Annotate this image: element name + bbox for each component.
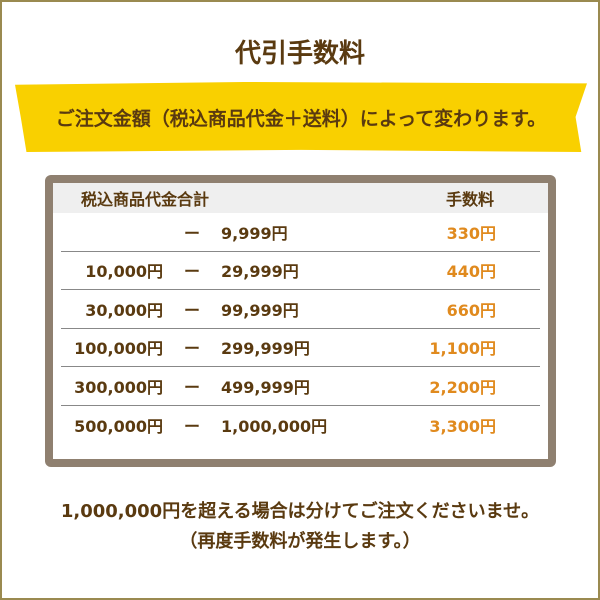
cell-from: 100,000円 (74, 339, 163, 359)
table-row: 30,000円ー 99,999円 660円 (61, 290, 540, 329)
cell-fee: 2,200円 (429, 377, 496, 397)
table-row: 300,000円ー 499,999円 2,200円 (61, 367, 540, 406)
subtitle: ご注文金額（税込商品代金＋送料）によって変わります。 (55, 107, 547, 130)
cell-to: 29,999円 (221, 262, 299, 282)
header-fee: 手数料 (446, 190, 495, 209)
note-line-2: （再度手数料が発生します。） (179, 531, 421, 552)
cell-to: 9,999円 (221, 223, 288, 243)
table-row: 100,000円ー 299,999円 1,100円 (61, 329, 540, 367)
cell-dash: ー (183, 416, 200, 436)
header-amount: 税込商品代金合計 (81, 190, 210, 209)
cell-to: 499,999円 (221, 377, 310, 397)
subtitle-banner: ご注文金額（税込商品代金＋送料）によって変わります。 (15, 82, 587, 152)
cell-dash: ー (183, 377, 200, 397)
cell-fee: 660円 (446, 300, 496, 320)
cell-dash: ー (183, 339, 200, 359)
cell-to: 99,999円 (221, 300, 299, 320)
cell-to: 1,000,000円 (221, 416, 328, 436)
cell-to: 299,999円 (221, 339, 310, 359)
table-row: ー 9,999円 330円 (61, 213, 540, 252)
cell-fee: 440円 (446, 262, 496, 282)
cell-fee: 1,100円 (429, 339, 496, 359)
cell-fee: 330円 (446, 223, 496, 243)
cell-from: 300,000円 (74, 377, 163, 397)
table-header: 税込商品代金合計 手数料 (53, 183, 548, 213)
cell-from: 30,000円 (85, 300, 163, 320)
cell-fee: 3,300円 (429, 416, 496, 436)
cell-from: 500,000円 (74, 416, 163, 436)
cell-dash: ー (183, 262, 200, 282)
table-row: 500,000円ー 1,000,000円 3,300円 (61, 406, 540, 445)
page-title: 代引手数料 (234, 39, 365, 69)
cell-dash: ー (183, 300, 200, 320)
fee-table: 税込商品代金合計 手数料 ー 9,999円 330円 10,000円ー 29,999円 4… (45, 175, 556, 467)
note-line-1: 1,000,000円を超える場合は分けてご注文くださいませ。 (60, 501, 540, 522)
table-row: 10,000円ー 29,999円 440円 (61, 252, 540, 290)
cell-from: 10,000円 (85, 262, 163, 282)
cell-dash: ー (183, 223, 200, 243)
